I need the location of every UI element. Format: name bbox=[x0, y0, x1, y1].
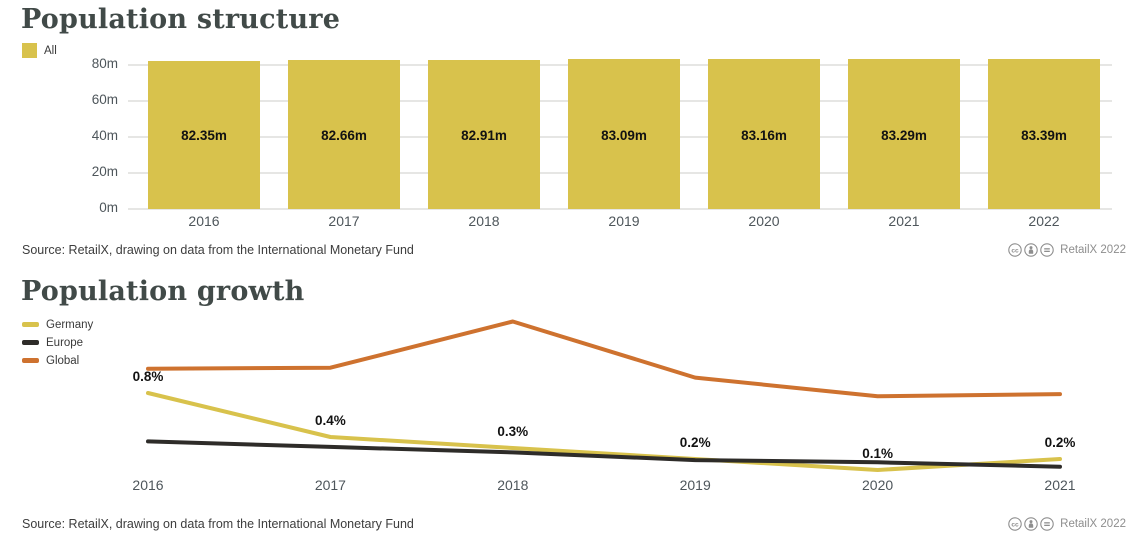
y-tick-label: 0m bbox=[99, 200, 118, 215]
bar-value-label: 82.91m bbox=[461, 128, 507, 143]
legend-item-global: Global bbox=[22, 354, 93, 367]
x-tick-label: 2018 bbox=[497, 477, 529, 493]
line-chart-legend: Germany Europe Global bbox=[22, 318, 93, 367]
credit-text-line-chart: RetailX 2022 bbox=[1060, 518, 1126, 530]
bar-value-label: 83.39m bbox=[1021, 128, 1067, 143]
x-tick-label: 2021 bbox=[1044, 477, 1076, 493]
x-tick-label: 2019 bbox=[679, 477, 711, 493]
percent-label: 0.3% bbox=[497, 424, 529, 439]
bar bbox=[568, 59, 680, 209]
svg-text:cc: cc bbox=[1011, 521, 1019, 528]
svg-text:cc: cc bbox=[1011, 247, 1019, 254]
bar-value-label: 83.09m bbox=[601, 128, 647, 143]
y-tick-label: 20m bbox=[91, 164, 118, 179]
bar bbox=[148, 60, 260, 209]
cc-license-icons: cc bbox=[1008, 243, 1054, 257]
attribution-icon bbox=[1024, 517, 1038, 531]
legend-swatch-global bbox=[22, 358, 39, 363]
x-tick-label: 2020 bbox=[748, 213, 780, 229]
percent-label: 0.2% bbox=[679, 435, 711, 450]
y-tick-label: 80m bbox=[91, 56, 118, 71]
x-tick-label: 2021 bbox=[888, 213, 920, 229]
x-tick-label: 2022 bbox=[1028, 213, 1060, 229]
legend-label-global: Global bbox=[46, 354, 80, 367]
credit-badge-line-chart: cc RetailX 2022 bbox=[1008, 517, 1126, 531]
x-tick-label: 2020 bbox=[862, 477, 894, 493]
legend-item-germany: Germany bbox=[22, 318, 93, 331]
bar-value-label: 82.66m bbox=[321, 128, 367, 143]
line-chart-svg bbox=[146, 319, 1062, 472]
x-tick-label: 2016 bbox=[132, 477, 164, 493]
source-line-bar-chart: Source: RetailX, drawing on data from th… bbox=[22, 243, 414, 257]
bar-value-label: 83.16m bbox=[741, 128, 787, 143]
attribution-icon bbox=[1024, 243, 1038, 257]
population-growth-title: Population growth bbox=[21, 276, 305, 307]
bar bbox=[848, 59, 960, 209]
equals-icon bbox=[1040, 517, 1054, 531]
legend-label-europe: Europe bbox=[46, 336, 84, 349]
population-structure-title: Population structure bbox=[21, 4, 341, 35]
legend-swatch-germany bbox=[22, 322, 39, 327]
legend-label-all: All bbox=[44, 44, 57, 57]
y-tick-label: 60m bbox=[91, 92, 118, 107]
bar-value-label: 82.35m bbox=[181, 128, 227, 143]
percent-label: 0.4% bbox=[315, 413, 346, 428]
line-germany bbox=[146, 391, 1062, 472]
legend-item-europe: Europe bbox=[22, 336, 93, 349]
cc-license-icons: cc bbox=[1008, 517, 1054, 531]
credit-badge-bar-chart: cc RetailX 2022 bbox=[1008, 243, 1126, 257]
x-tick-label: 2016 bbox=[188, 213, 220, 229]
legend-swatch-all bbox=[22, 43, 37, 58]
line-europe bbox=[146, 439, 1062, 469]
bar bbox=[708, 59, 820, 209]
line-global bbox=[146, 319, 1062, 399]
bar-value-label: 83.29m bbox=[881, 128, 927, 143]
x-tick-label: 2018 bbox=[468, 213, 500, 229]
bar bbox=[988, 58, 1100, 209]
cc-icon: cc bbox=[1008, 243, 1022, 257]
y-tick-label: 40m bbox=[91, 128, 118, 143]
bar-chart-legend: All bbox=[22, 43, 57, 58]
x-tick-label: 2019 bbox=[608, 213, 640, 229]
x-tick-label: 2017 bbox=[314, 477, 346, 493]
bar bbox=[288, 60, 400, 209]
legend-label-germany: Germany bbox=[46, 318, 94, 331]
percent-label: 0.1% bbox=[862, 446, 893, 461]
percent-label: 0.8% bbox=[132, 369, 164, 384]
gridline bbox=[128, 208, 1112, 210]
x-tick-label: 2017 bbox=[328, 213, 360, 229]
equals-icon bbox=[1040, 243, 1054, 257]
bar bbox=[428, 59, 540, 209]
percent-label: 0.2% bbox=[1044, 435, 1076, 450]
legend-swatch-europe bbox=[22, 340, 39, 345]
cc-icon: cc bbox=[1008, 517, 1022, 531]
source-line-line-chart: Source: RetailX, drawing on data from th… bbox=[22, 517, 414, 531]
line-plot-area bbox=[0, 305, 1134, 488]
credit-text-bar-chart: RetailX 2022 bbox=[1060, 244, 1126, 256]
